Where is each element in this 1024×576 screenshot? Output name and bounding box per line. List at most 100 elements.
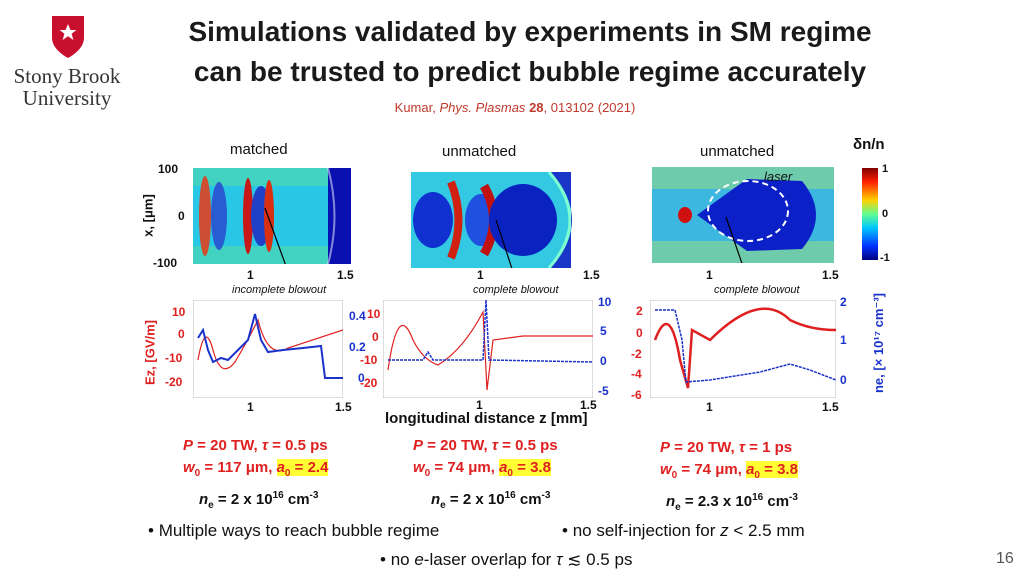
bullet-3-b: e <box>414 550 424 569</box>
p2-a0: 3.8 <box>530 459 551 476</box>
p3-ne-tick-2: 0 <box>840 373 847 387</box>
p1-tau: 0.5 ps <box>285 437 328 454</box>
p1-ne-tick-2: 0 <box>358 371 365 385</box>
p3-ez-tick-2: -2 <box>631 347 642 361</box>
density-map-panel2 <box>411 172 603 268</box>
logo-line1: Stony Brook <box>13 64 121 88</box>
p2-ne-tick-0: 10 <box>598 295 612 309</box>
p3-ne: 2.3 x 10 <box>697 493 753 510</box>
params-panel2: P = 20 TW, τ = 0.5 ps w0 = 74 μm, a0 = 3… <box>413 437 558 511</box>
p2-w0: 74 μm <box>447 459 491 476</box>
bullet-2-c: < 2.5 mm <box>728 521 805 540</box>
p2-xtick-1: 1.5 <box>580 398 597 412</box>
p1-ez-tick-2: -10 <box>165 351 183 365</box>
colorbar-tick-1: 0 <box>882 208 889 220</box>
p2-ez-tick-2: -10 <box>360 353 378 367</box>
panel1-title: matched <box>230 141 288 158</box>
p3-power: 20 TW <box>687 439 731 456</box>
p3-xtick-0: 1 <box>706 400 713 414</box>
p2-ne-exp: 16 <box>504 490 516 501</box>
citation: Kumar, Phys. Plasmas 28, 013102 (2021) <box>300 100 730 115</box>
bottom-xlabel: longitudinal distance z [mm] <box>385 410 588 427</box>
colorbar-label: δn/n <box>853 136 885 153</box>
p3-ez-tick-1: 0 <box>636 326 643 340</box>
p3-ne-tick-1: 1 <box>840 333 847 347</box>
bullet-2: • no self-injection for z < 2.5 mm <box>562 521 805 540</box>
top-ytick-2: -100 <box>153 256 178 270</box>
citation-author: Kumar, <box>394 100 440 115</box>
p2-ez-tick-0: 10 <box>367 307 381 321</box>
p1-ne-unit: cm <box>283 491 310 508</box>
bullet-2-b: z <box>720 521 729 540</box>
p1-ne-exp: 16 <box>272 490 284 501</box>
p3-ne-unit: cm <box>763 493 790 510</box>
slide-title-line2: can be trusted to predict bubble regime … <box>193 56 867 87</box>
top-ylabel: x, [μm] <box>140 194 156 237</box>
top3-xtick-0: 1 <box>706 268 713 282</box>
p2-ne-unit: cm <box>515 491 542 508</box>
top2-xtick-1: 1.5 <box>583 268 600 282</box>
p1-a0: 2.4 <box>307 459 329 476</box>
bullet-3-e: ≲ 0.5 ps <box>562 550 633 569</box>
p3-ne-unit-exp: -3 <box>789 492 798 503</box>
p1-ne-tick-0: 0.4 <box>349 309 366 323</box>
ez-axis-label: Ez, [GV/m] <box>142 320 158 386</box>
density-map-panel1 <box>193 168 351 264</box>
p2-ne: 2 x 10 <box>462 491 505 508</box>
p3-ez-tick-0: 2 <box>636 304 643 318</box>
colorbar-tick-0: 1 <box>882 163 889 175</box>
p2-tau: 0.5 ps <box>515 437 558 454</box>
p2-power: 20 TW <box>440 437 484 454</box>
laser-label: laser <box>764 169 793 184</box>
p3-xtick-1: 1.5 <box>822 400 839 414</box>
p1-ez-tick-1: 0 <box>178 327 185 341</box>
p3-ez-tick-3: -4 <box>631 367 642 381</box>
p3-w0: 74 μm <box>694 461 738 478</box>
top1-xtick-0: 1 <box>247 268 254 282</box>
p1-xtick-1: 1.5 <box>335 400 352 414</box>
slide-title-line1: Simulations validated by experiments in … <box>188 16 872 47</box>
logo-line2: University <box>22 86 112 110</box>
annotation-panel3: complete blowout <box>714 284 800 296</box>
density-map-panel3: laser <box>652 167 834 263</box>
p3-a0: 3.8 <box>777 461 798 478</box>
field-plot-panel2 <box>383 300 593 398</box>
p2-xtick-0: 1 <box>476 398 483 412</box>
university-logo: Stony Brook University <box>8 12 126 112</box>
top2-xtick-0: 1 <box>477 268 484 282</box>
bullet-3: • no e-laser overlap for τ ≲ 0.5 ps <box>380 550 633 569</box>
p3-tau: 1 ps <box>762 439 793 456</box>
p2-ne-tick-1: 5 <box>600 324 607 338</box>
bullet-2-a: no self-injection for <box>572 521 721 540</box>
panel2-title: unmatched <box>442 143 517 160</box>
p3-ne-exp: 16 <box>752 492 764 503</box>
top-ytick-0: 100 <box>158 162 179 176</box>
params-panel1: P = 20 TW, τ = 0.5 ps w0 = 117 μm, a0 = … <box>183 437 329 511</box>
p1-ne: 2 x 10 <box>230 491 273 508</box>
page-number: 16 <box>996 550 1014 567</box>
shield-icon <box>52 16 84 58</box>
citation-journal: Phys. Plasmas <box>439 100 526 115</box>
annotation-panel1: incomplete blowout <box>232 284 327 296</box>
p1-ne-tick-1: 0.2 <box>349 340 366 354</box>
field-plot-panel1 <box>193 300 343 398</box>
bullet-1-text: Multiple ways to reach bubble regime <box>158 521 440 540</box>
bullet-3-a: no <box>390 550 415 569</box>
annotation-panel2: complete blowout <box>473 284 559 296</box>
top-ytick-1: 0 <box>178 209 185 223</box>
p1-w0: 117 μm <box>217 459 269 476</box>
colorbar-tick-2: -1 <box>880 252 890 264</box>
top3-xtick-1: 1.5 <box>822 268 839 282</box>
bullet-3-c: -laser overlap for <box>423 550 557 569</box>
bullet-1: • Multiple ways to reach bubble regime <box>148 521 440 540</box>
bullet-3-d: τ <box>556 550 563 569</box>
p3-ez-tick-4: -6 <box>631 388 642 402</box>
citation-rest: , 013102 (2021) <box>543 100 636 115</box>
p1-ne-unit-exp: -3 <box>309 490 319 501</box>
p2-ne-tick-3: -5 <box>598 384 609 398</box>
p1-ez-tick-0: 10 <box>172 305 186 319</box>
p2-ez-tick-1: 0 <box>372 330 379 344</box>
p2-ne-tick-2: 0 <box>600 354 607 368</box>
p1-ez-tick-3: -20 <box>165 375 183 389</box>
p3-ne-tick-0: 2 <box>840 295 847 309</box>
